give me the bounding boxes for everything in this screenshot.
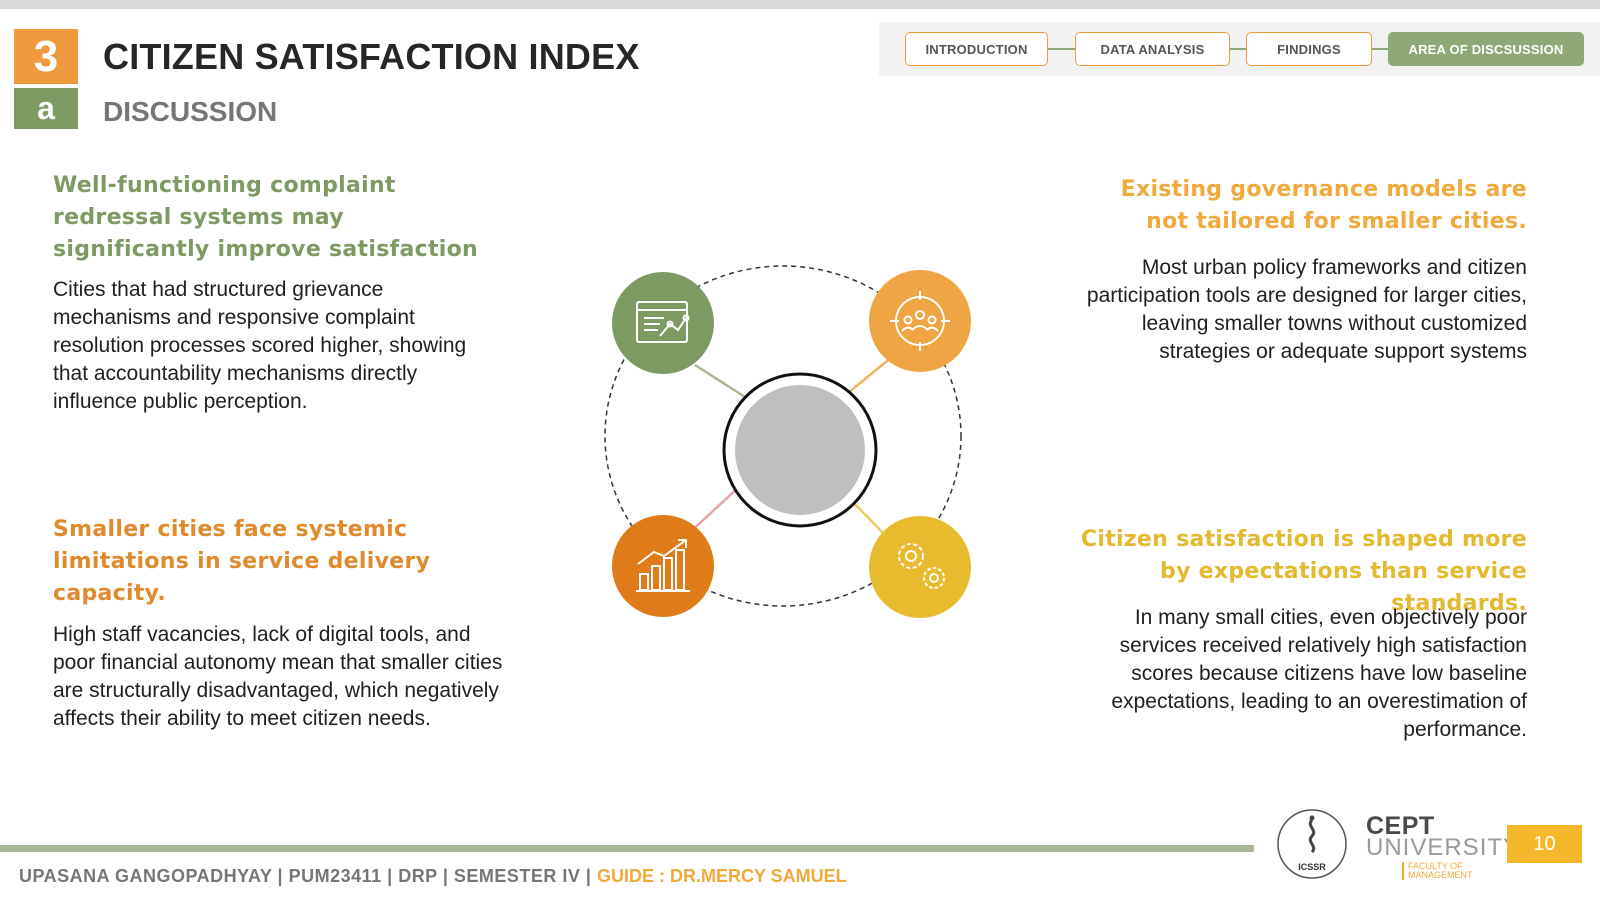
connector-top-right bbox=[842, 356, 893, 398]
cept-logo-faculty: FACULTY OF MANAGEMENT bbox=[1402, 862, 1498, 880]
tab-introduction[interactable]: INTRODUCTION bbox=[905, 32, 1048, 66]
heading-complaint-redressal: Well-functioning complaint redressal sys… bbox=[53, 173, 478, 262]
text-governance-models: Most urban policy frameworks and citizen… bbox=[1086, 256, 1527, 363]
section-letter-badge: a bbox=[14, 88, 78, 129]
connector-top-left bbox=[694, 363, 746, 399]
icssr-logo: ICSSR bbox=[1277, 809, 1347, 879]
page-title: CITIZEN SATISFACTION INDEX bbox=[103, 36, 640, 77]
tab-findings[interactable]: FINDINGS bbox=[1246, 32, 1372, 66]
footer-guide: GUIDE : DR.MERCY SAMUEL bbox=[596, 866, 847, 886]
cept-logo: CEPT UNIVERSITY FACULTY OF MANAGEMENT bbox=[1366, 812, 1519, 884]
gears-icon bbox=[898, 543, 945, 589]
dashed-ring bbox=[604, 265, 962, 607]
text-complaint-redressal: Cities that had structured grievance mec… bbox=[53, 278, 467, 413]
cept-logo-name: CEPT bbox=[1366, 812, 1435, 840]
people-target-icon bbox=[890, 291, 950, 351]
cycle-diagram bbox=[604, 265, 971, 618]
footer-credits: UPASANA GANGOPADHYAY | PUM23411 | DRP | … bbox=[19, 866, 847, 887]
footer-divider bbox=[0, 845, 1254, 852]
center-circle bbox=[735, 385, 865, 515]
text-systemic-limitations: High staff vacancies, lack of digital to… bbox=[53, 623, 503, 730]
cept-logo-university: UNIVERSITY bbox=[1366, 834, 1521, 861]
heading-systemic-limitations: Smaller cities face systemic limitations… bbox=[53, 517, 431, 606]
top-strip bbox=[0, 0, 1600, 9]
heading-citizen-expectations: Citizen satisfaction is shaped more by e… bbox=[1080, 527, 1527, 616]
tab-data-analysis[interactable]: DATA ANALYSIS bbox=[1075, 32, 1230, 66]
report-chart-icon bbox=[636, 301, 690, 343]
text-citizen-expectations: In many small cities, even objectively p… bbox=[1111, 606, 1527, 741]
icssr-logo-text: ICSSR bbox=[1298, 862, 1326, 872]
footer-author-line: UPASANA GANGOPADHYAY | PUM23411 | DRP | … bbox=[19, 866, 597, 886]
page-subtitle: DISCUSSION bbox=[103, 96, 278, 127]
tab-area-of-discussion[interactable]: AREA OF DISCSUSSION bbox=[1388, 32, 1584, 66]
node-orange-dark bbox=[612, 515, 714, 617]
section-number-badge: 3 bbox=[14, 29, 78, 84]
heading-governance-models: Existing governance models are not tailo… bbox=[1120, 177, 1527, 234]
node-green bbox=[612, 272, 714, 374]
connector-bottom-left bbox=[686, 485, 741, 536]
growth-bar-chart-icon bbox=[636, 539, 690, 592]
node-orange-light bbox=[869, 270, 971, 372]
page-number: 10 bbox=[1507, 825, 1582, 863]
node-yellow bbox=[869, 516, 971, 618]
